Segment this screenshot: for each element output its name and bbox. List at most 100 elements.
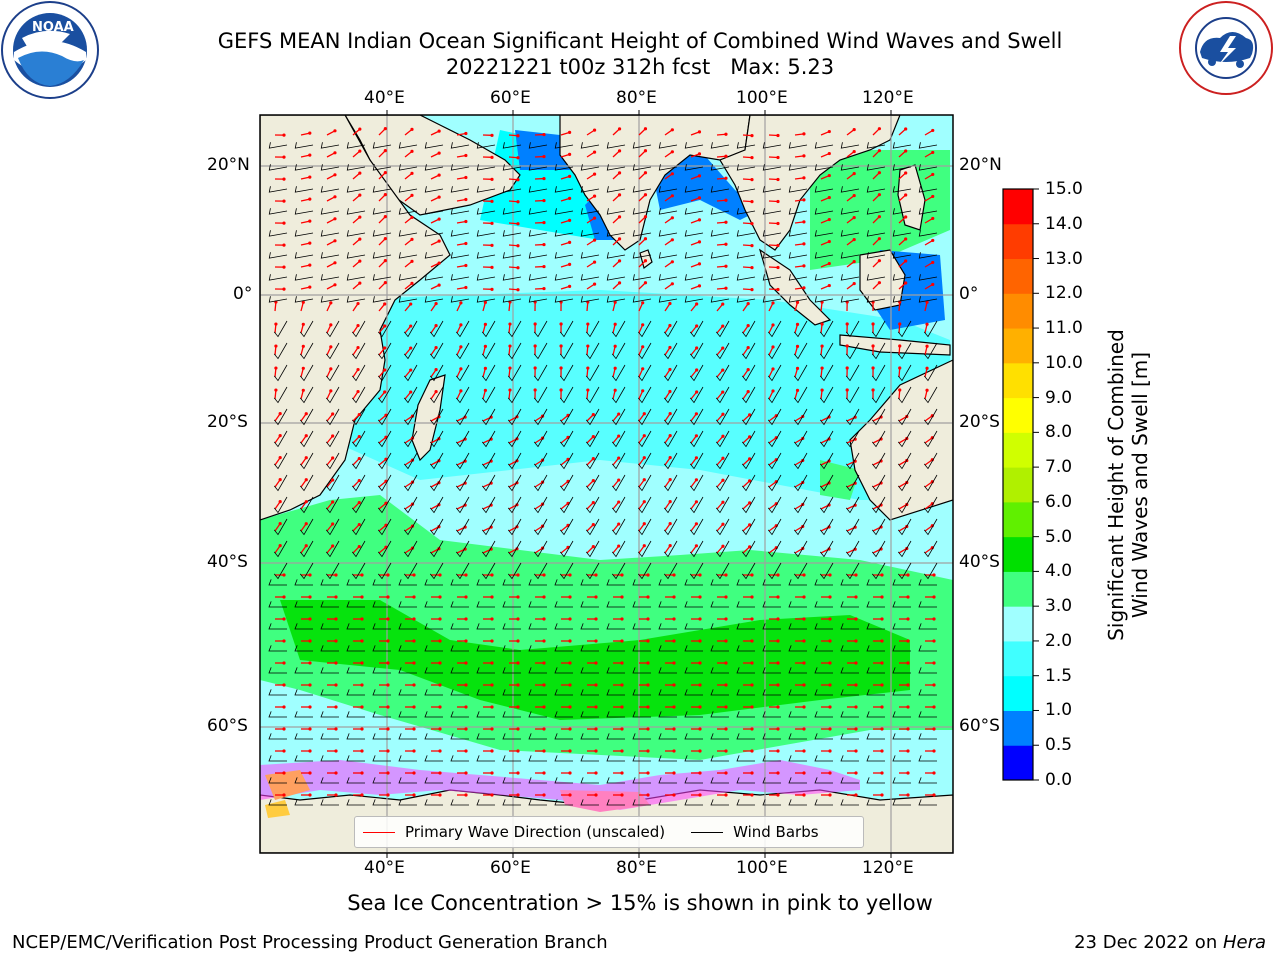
wind-barb — [611, 408, 626, 426]
wind-barb — [845, 430, 860, 448]
wind-barb — [398, 689, 417, 696]
wind-barb — [923, 518, 938, 536]
wave-arrow-head — [642, 412, 646, 416]
wind-barb — [793, 562, 808, 580]
wind-barb — [533, 364, 548, 382]
wind-barb — [658, 667, 677, 674]
wave-arrow-head — [592, 282, 597, 286]
wind-barb — [632, 689, 651, 696]
wind-barb — [689, 430, 704, 448]
wave-arrow-head — [904, 171, 908, 175]
wind-barb — [559, 540, 574, 558]
wave-arrow-head — [750, 156, 754, 160]
wave-arrow-head — [464, 617, 468, 621]
wind-barb — [710, 711, 729, 718]
wave-arrow-head — [490, 639, 494, 643]
lat-label-left: 0° — [233, 284, 253, 304]
wave-arrow-head — [567, 240, 572, 244]
wind-barb — [658, 579, 677, 586]
wind-barb — [762, 645, 781, 652]
wind-barb — [637, 562, 652, 580]
wind-barb — [897, 452, 912, 470]
wave-arrow-head — [880, 617, 884, 621]
wave-arrow-head — [490, 617, 494, 621]
wind-barb — [866, 689, 885, 696]
wave-arrow-head — [360, 595, 364, 599]
wind-barb — [377, 408, 392, 426]
wind-barb — [585, 342, 600, 360]
wave-arrow-head — [880, 639, 884, 643]
wind-barb — [580, 208, 600, 215]
wind-barb — [528, 667, 547, 674]
wave-arrow-head — [383, 368, 387, 372]
wind-barb — [606, 777, 625, 784]
wave-arrow-head — [724, 220, 728, 224]
wind-barb — [580, 296, 600, 303]
wind-barb — [918, 164, 938, 171]
wind-barb — [663, 496, 678, 514]
wind-barb — [502, 689, 521, 696]
wind-barb — [715, 430, 730, 448]
wind-barb — [268, 689, 287, 696]
wave-arrow-head — [308, 263, 312, 267]
lat-label-right: 0° — [959, 284, 979, 304]
wave-arrow-head — [931, 260, 935, 265]
wind-barb — [299, 540, 314, 558]
wind-barb — [585, 320, 600, 338]
wind-barb — [528, 645, 547, 652]
wave-arrow-head — [412, 573, 416, 577]
wind-barb — [585, 452, 600, 470]
wind-barb — [923, 386, 938, 404]
wave-arrow-head — [906, 573, 910, 577]
wind-barb — [346, 208, 366, 215]
red-line-icon — [363, 831, 395, 833]
wave-arrow-head — [854, 793, 858, 797]
wind-barb — [299, 386, 314, 404]
wave-arrow-head — [383, 390, 387, 394]
wind-barb — [715, 540, 730, 558]
wave-arrow-head — [594, 617, 598, 621]
wave-arrow-head — [854, 595, 858, 599]
wave-arrow-head — [464, 219, 468, 224]
wind-barb — [533, 562, 548, 580]
wave-arrow-head — [386, 617, 390, 621]
wind-barb — [346, 142, 366, 149]
wave-arrow-head — [331, 478, 335, 482]
legend-wind-barbs-label: Wind Barbs — [733, 823, 819, 841]
wave-arrow-head — [282, 749, 286, 753]
wave-arrow-head — [617, 522, 621, 526]
wave-arrow-head — [386, 573, 390, 577]
wave-arrow-head — [412, 639, 416, 643]
wave-arrow-head — [721, 544, 725, 548]
wind-barb — [450, 186, 470, 193]
wind-barb — [637, 386, 652, 404]
wind-barb — [611, 540, 626, 558]
wave-arrow-head — [617, 171, 622, 175]
wave-arrow-head — [694, 544, 699, 548]
wind-barb — [294, 208, 314, 215]
wave-arrow-head — [802, 595, 806, 599]
wind-barb — [814, 645, 833, 652]
wind-barb — [897, 562, 912, 580]
wave-arrow-head — [852, 127, 856, 132]
wind-barb — [294, 733, 313, 740]
wind-barb — [554, 230, 574, 237]
wave-arrow-head — [356, 323, 360, 328]
wave-arrow-head — [594, 793, 598, 797]
wind-barb — [715, 496, 730, 514]
wind-barb — [455, 320, 470, 338]
wind-barb — [606, 164, 626, 171]
wave-arrow-head — [438, 683, 442, 687]
colorbar-tick-label: 11.0 — [1045, 318, 1083, 339]
colorbar-tick-label: 8.0 — [1045, 422, 1073, 443]
wave-arrow-head — [567, 152, 572, 156]
colorbar-cell — [1003, 640, 1033, 677]
wave-arrow-head — [724, 264, 728, 268]
wind-barb — [871, 386, 886, 404]
wave-arrow-head — [356, 367, 360, 372]
lon-label-bottom: 80°E — [616, 858, 657, 878]
wave-arrow-head — [906, 617, 910, 621]
wind-barb — [294, 689, 313, 696]
wave-arrow-head — [672, 661, 676, 665]
wind-barb — [325, 342, 340, 360]
